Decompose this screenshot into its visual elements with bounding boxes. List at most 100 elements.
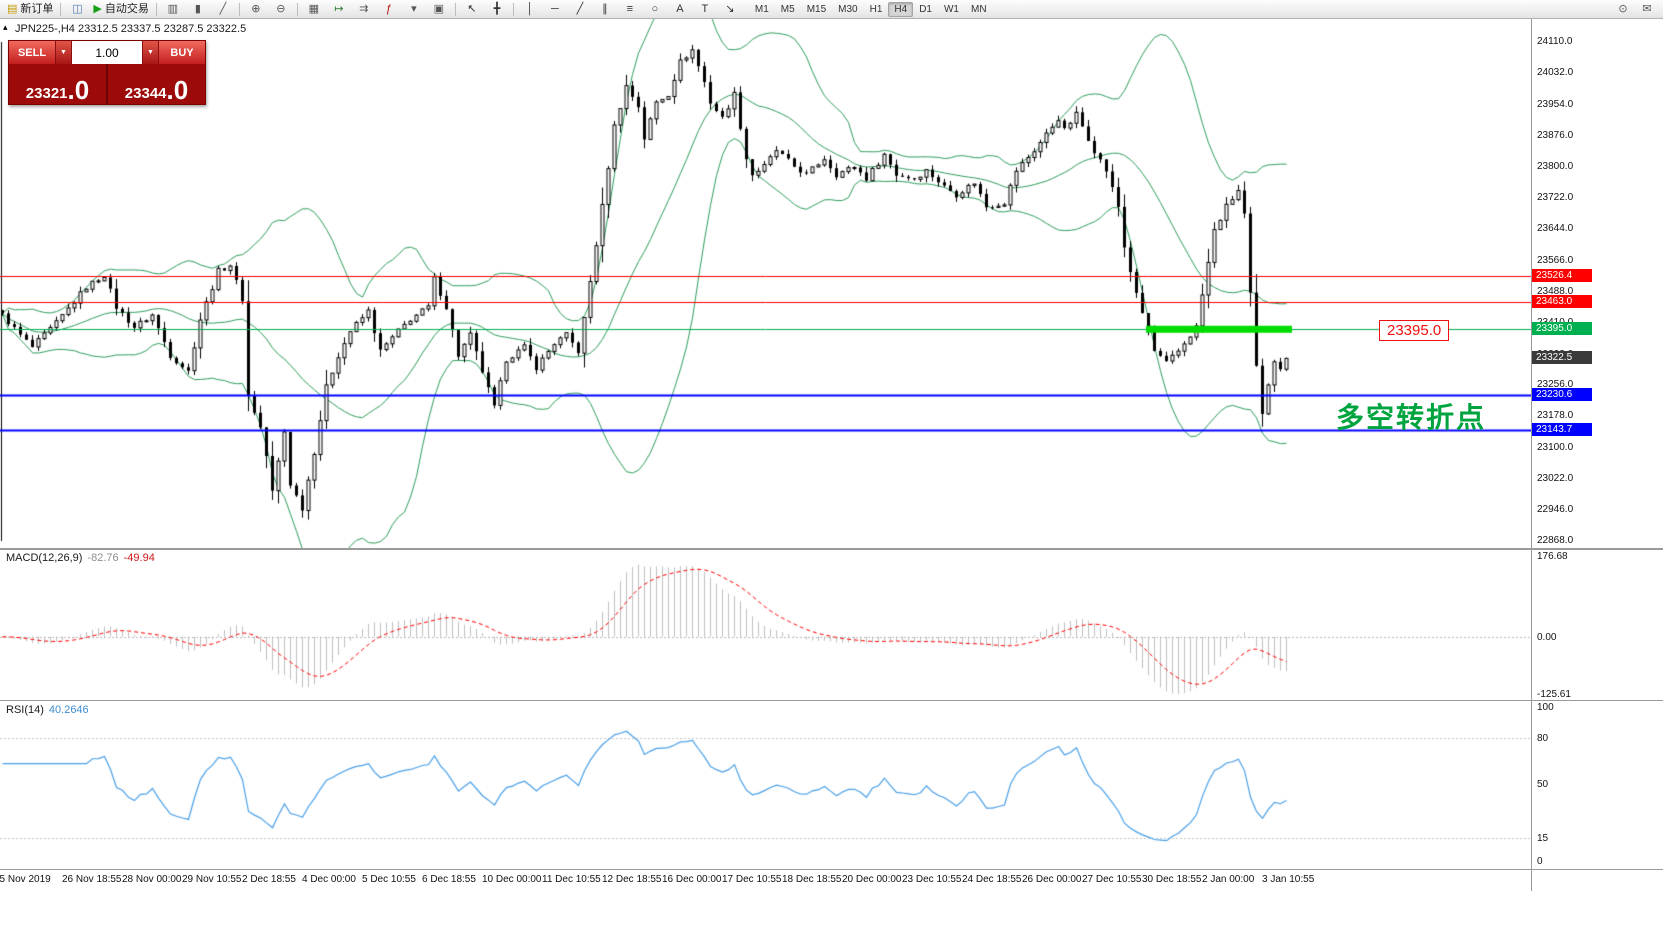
price-axis-tick: 23566.0 <box>1537 254 1574 266</box>
sell-price[interactable]: 23321 .0 <box>9 64 106 104</box>
toolbar-separator <box>155 2 157 16</box>
time-axis-label: 29 Nov 10:55 <box>182 874 242 885</box>
timeframe-m15[interactable]: M15 <box>806 3 827 15</box>
time-axis-label: 3 Jan 10:55 <box>1262 874 1315 885</box>
label-button[interactable]: T <box>693 0 717 19</box>
macd-main-value: -82.76 <box>87 552 119 564</box>
price-level-chip: 23143.7 <box>1532 423 1592 437</box>
pane-divider-main-macd[interactable] <box>0 548 1663 550</box>
timeframe-h4[interactable]: H4 <box>888 1 914 17</box>
auto-scroll-icon: ↦ <box>334 2 344 15</box>
fibonacci-button[interactable]: ≡ <box>618 0 642 19</box>
macd-label: MACD(12,26,9) -82.76 -49.94 <box>6 552 155 564</box>
macd-name: MACD(12,26,9) <box>6 552 83 564</box>
rsi-canvas[interactable] <box>0 701 1531 869</box>
timeframe-d1[interactable]: D1 <box>919 3 932 15</box>
price-axis-tick: 23488.0 <box>1537 285 1574 297</box>
time-axis-label: 11 Dec 10:55 <box>542 874 601 885</box>
channel-button[interactable]: ∥ <box>593 0 617 19</box>
new-order-button-label: 新订单 <box>20 2 54 15</box>
auto-scroll-button[interactable]: ↦ <box>327 0 351 19</box>
timeframe-group: M1 M5 M15 M30 H1 H4 D1 W1 MN <box>749 1 993 17</box>
volume-increase-caret-icon[interactable]: ▼ <box>142 41 159 64</box>
indicators-button[interactable]: ƒ <box>377 0 401 19</box>
chat-button[interactable]: ✉ <box>1635 0 1659 19</box>
search-button[interactable]: ⊙ <box>1611 0 1635 19</box>
price-axis-tick: 23100.0 <box>1537 441 1574 453</box>
pane-divider-macd-rsi[interactable] <box>0 700 1663 701</box>
timeframe-h1[interactable]: H1 <box>869 3 883 15</box>
chart-collapse-icon[interactable]: ▴ <box>3 22 8 32</box>
chart-shift-button[interactable]: ⇉ <box>352 0 376 19</box>
rsi-axis-tick: 0 <box>1537 856 1543 867</box>
price-chart-canvas[interactable] <box>0 19 1531 548</box>
time-axis-label: 5 Dec 10:55 <box>362 874 416 885</box>
autotrade-button[interactable]: ▶ 自动交易 <box>90 0 151 19</box>
timeframe-mn[interactable]: MN <box>970 3 987 15</box>
tile-windows-button[interactable]: ▦ <box>302 0 326 19</box>
horizontal-line-button[interactable]: ─ <box>543 0 567 19</box>
zoom-out-button[interactable]: ⊖ <box>269 0 293 19</box>
text-button[interactable]: A <box>668 0 692 19</box>
crosshair-button[interactable]: ╋ <box>485 0 509 19</box>
time-axis-label: 4 Dec 00:00 <box>302 874 356 885</box>
rsi-value: 40.2646 <box>48 704 89 716</box>
line-chart-button[interactable]: ╱ <box>211 0 235 19</box>
zoom-in-button[interactable]: ⊕ <box>244 0 268 19</box>
time-axis-label: 2 Dec 18:55 <box>242 874 296 885</box>
macd-axis-tick: 0.00 <box>1537 631 1557 643</box>
vertical-line-icon: │ <box>526 2 534 15</box>
timeframe-m1[interactable]: M1 <box>754 3 769 15</box>
buy-price[interactable]: 23344 .0 <box>108 64 205 104</box>
turning-point-annotation[interactable]: 多空转折点 <box>1336 401 1487 434</box>
sell-button[interactable]: SELL <box>9 41 55 64</box>
periods-icon: ▾ <box>411 2 417 15</box>
bar-chart-button[interactable]: ▥ <box>161 0 185 19</box>
rsi-axis-tick: 100 <box>1537 702 1554 713</box>
price-axis-tick: 22868.0 <box>1537 535 1574 546</box>
toolbar-right-icons: ⊙ ✉ <box>1611 0 1659 19</box>
buy-button[interactable]: BUY <box>159 41 205 64</box>
price-divider <box>106 64 108 104</box>
cursor-button[interactable]: ↖ <box>460 0 484 19</box>
volume-decrease-caret-icon[interactable]: ▼ <box>55 41 72 64</box>
price-axis-tick: 23178.0 <box>1537 410 1574 422</box>
templates-button[interactable]: ▣ <box>427 0 451 19</box>
volume-input[interactable] <box>72 41 142 64</box>
text-icon: A <box>676 2 684 15</box>
price-level-chip: 23463.0 <box>1532 294 1592 308</box>
macd-canvas[interactable] <box>0 550 1531 700</box>
sell-price-fraction: .0 <box>67 74 90 105</box>
price-level-chip: 23526.4 <box>1532 269 1592 283</box>
timeframe-m5[interactable]: M5 <box>780 3 795 15</box>
timeframe-w1[interactable]: W1 <box>943 3 959 15</box>
price-axis-tick: 23644.0 <box>1537 223 1574 235</box>
price-level-annotation[interactable]: 23395.0 <box>1379 320 1450 341</box>
time-axis-label: 24 Dec 18:55 <box>962 874 1022 885</box>
toolbar-separator <box>60 2 62 16</box>
new-order-button[interactable]: ▤ 新订单 <box>4 0 56 19</box>
timeframe-m30[interactable]: M30 <box>838 3 858 15</box>
arrow-button[interactable]: ↘ <box>718 0 742 19</box>
horizontal-line-icon: ─ <box>550 2 559 15</box>
vertical-line-button[interactable]: │ <box>518 0 542 19</box>
trendline-button[interactable]: ╱ <box>568 0 592 19</box>
toolbar-separator <box>512 2 514 16</box>
pane-divider-rsi-time <box>0 869 1663 870</box>
templates-icon: ▣ <box>433 2 445 15</box>
candlestick-icon: ▮ <box>194 2 201 15</box>
charts-window-button[interactable]: ◫ <box>65 0 89 19</box>
rsi-label: RSI(14) 40.2646 <box>6 704 89 716</box>
time-axis-label: 26 Nov 18:55 <box>62 874 122 885</box>
shapes-button[interactable]: ○ <box>643 0 667 19</box>
candlestick-button[interactable]: ▮ <box>186 0 210 19</box>
play-icon: ▶ <box>93 2 102 15</box>
periods-button[interactable]: ▾ <box>402 0 426 19</box>
price-axis-tick: 23722.0 <box>1537 191 1574 203</box>
line-chart-icon: ╱ <box>219 2 227 15</box>
price-axis-divider <box>1531 19 1532 891</box>
rsi-axis-tick: 80 <box>1537 732 1549 744</box>
rsi-axis-tick: 50 <box>1537 779 1549 790</box>
price-level-chip: 23395.0 <box>1532 322 1592 336</box>
